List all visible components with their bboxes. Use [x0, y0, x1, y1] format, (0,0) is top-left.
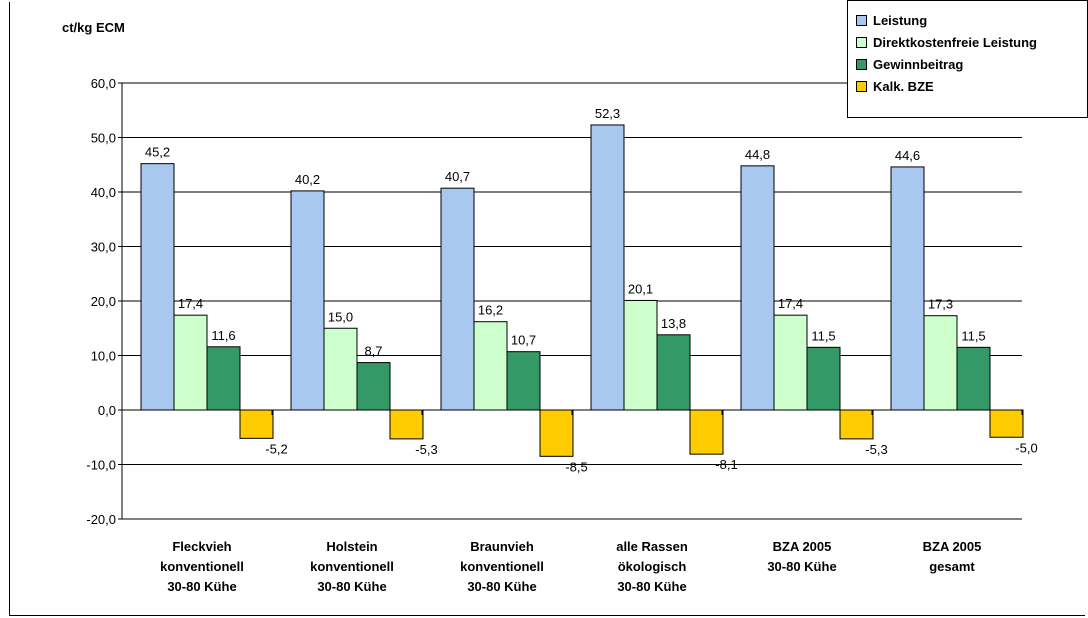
- x-tick-label: Holstein konventionell 30-80 Kühe: [310, 539, 394, 594]
- bar: [440, 187, 475, 411]
- data-label: 17,4: [178, 296, 203, 311]
- bar: [506, 351, 541, 411]
- data-label: 10,7: [511, 333, 536, 348]
- x-tick-label: BZA 2005 gesamt: [922, 539, 982, 574]
- data-label: 16,2: [478, 303, 503, 318]
- y-tick-label: 20,0: [91, 294, 116, 309]
- bar: [239, 409, 274, 439]
- x-tick-label: Fleckvieh konventionell 30-80 Kühe: [160, 539, 244, 594]
- data-label: -8,1: [715, 457, 737, 472]
- x-tick-label: alle Rassen ökologisch 30-80 Kühe: [616, 539, 688, 594]
- bar: [290, 190, 325, 411]
- data-label: -8,5: [565, 459, 587, 474]
- data-label: 40,2: [295, 172, 320, 187]
- y-tick-label: 50,0: [91, 131, 116, 146]
- bar: [923, 315, 958, 411]
- bar: [539, 409, 574, 457]
- bar: [389, 409, 424, 440]
- data-label: 40,7: [445, 169, 470, 184]
- y-tick-label: 60,0: [91, 76, 116, 91]
- data-label: -5,2: [265, 441, 287, 456]
- bar: [740, 165, 775, 411]
- legend-swatch: [856, 58, 867, 70]
- y-tick-label: 0,0: [98, 403, 116, 418]
- legend-label: Kalk. BZE: [873, 78, 934, 94]
- bar: [206, 346, 241, 411]
- legend-swatch: [856, 80, 867, 92]
- y-axis-unit-label: ct/kg ECM: [62, 20, 125, 35]
- data-label: 8,7: [364, 344, 382, 359]
- y-tick-label: -10,0: [86, 458, 116, 473]
- data-label: 52,3: [595, 106, 620, 121]
- bar: [989, 409, 1024, 438]
- data-label: 45,2: [145, 145, 170, 160]
- legend-swatch: [856, 14, 867, 26]
- bar: [689, 409, 724, 455]
- legend-swatch: [856, 36, 867, 48]
- data-label: 44,6: [895, 148, 920, 163]
- bar: [473, 321, 508, 411]
- y-tick-label: 10,0: [91, 349, 116, 364]
- y-tick-label: -20,0: [86, 512, 116, 527]
- data-label: 13,8: [661, 316, 686, 331]
- legend-label: Leistung: [873, 12, 928, 28]
- bar: [173, 314, 208, 411]
- bar: [590, 124, 625, 411]
- bar: [890, 166, 925, 411]
- legend-item: Direktkostenfreie Leistung: [848, 31, 1087, 53]
- data-label: 17,4: [778, 296, 803, 311]
- data-label: 20,1: [628, 281, 653, 296]
- legend-item: Kalk. BZE: [848, 75, 1087, 97]
- bar: [623, 299, 658, 411]
- bar: [356, 362, 391, 411]
- bar: [956, 346, 991, 411]
- data-label: 11,5: [961, 328, 985, 343]
- data-label: -5,3: [865, 442, 887, 457]
- bar: [656, 334, 691, 411]
- data-label: -5,3: [415, 442, 437, 457]
- x-tick-label: Braunvieh konventionell 30-80 Kühe: [460, 539, 544, 594]
- data-label: 17,3: [928, 297, 953, 312]
- x-tick-label: BZA 2005 30-80 Kühe: [767, 539, 837, 574]
- legend-item: Gewinnbeitrag: [848, 53, 1087, 75]
- data-label: 11,5: [811, 328, 835, 343]
- data-label: -5,0: [1015, 440, 1037, 455]
- bar: [773, 314, 808, 411]
- legend: Leistung Direktkostenfreie Leistung Gewinn…: [847, 0, 1088, 118]
- data-label: 44,8: [745, 147, 770, 162]
- bar: [806, 346, 841, 411]
- legend-label: Gewinnbeitrag: [873, 56, 964, 72]
- data-label: 11,6: [211, 328, 235, 343]
- bar: [140, 163, 175, 411]
- bar: [839, 409, 874, 440]
- y-tick-label: 30,0: [91, 240, 116, 255]
- legend-item: Leistung: [848, 9, 1087, 31]
- data-label: 15,0: [328, 309, 353, 324]
- chart-frame: [9, 2, 1085, 616]
- bar: [323, 327, 358, 411]
- y-tick-label: 40,0: [91, 185, 116, 200]
- legend-label: Direktkostenfreie Leistung: [873, 34, 1037, 50]
